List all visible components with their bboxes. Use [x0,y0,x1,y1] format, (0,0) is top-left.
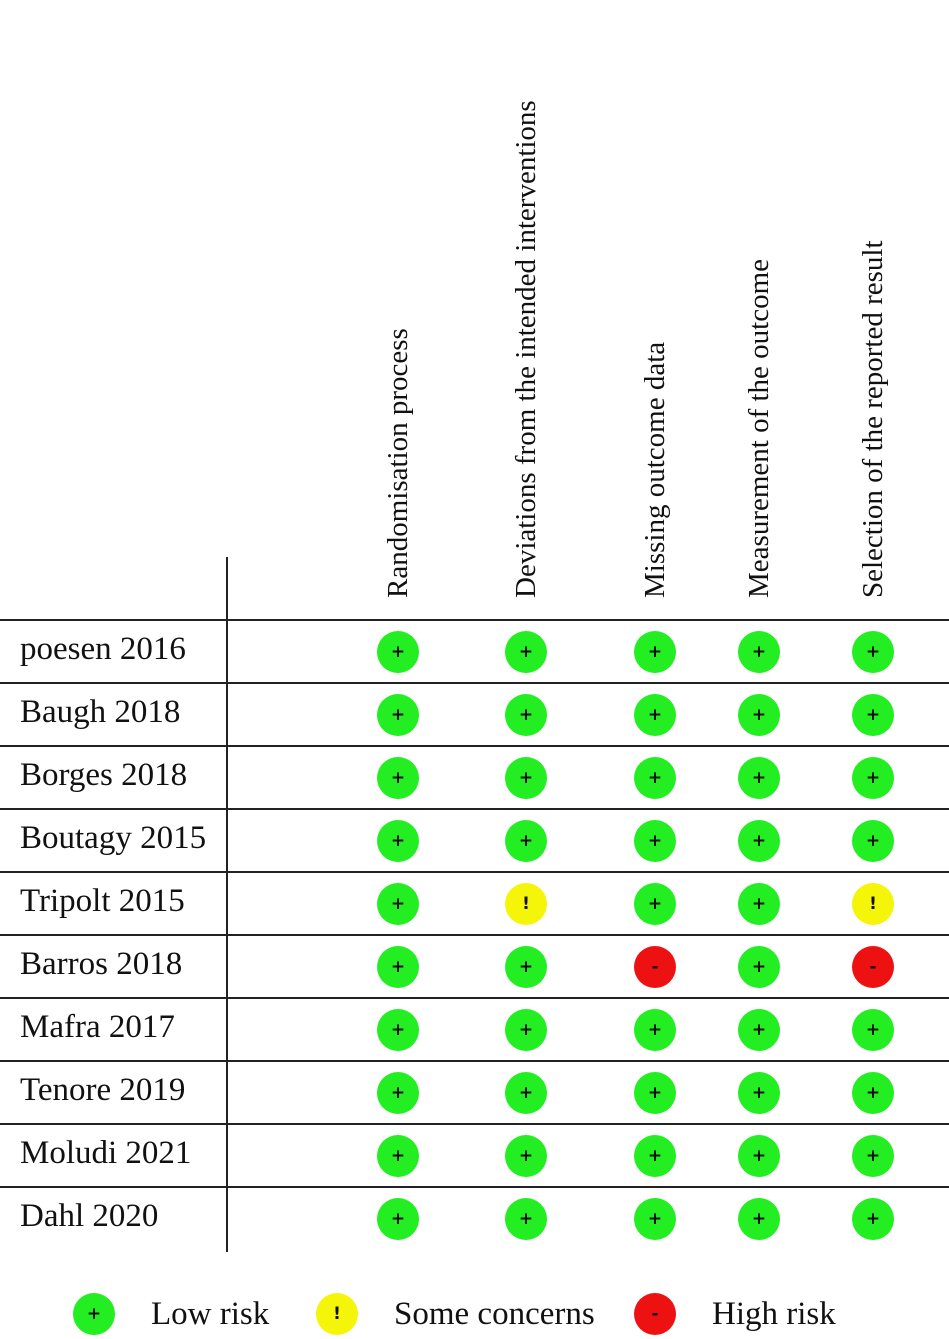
risk-dot-low: + [738,819,780,862]
risk-dot-low: + [852,630,894,673]
legend-label: Low risk [151,1295,270,1332]
risk-dot-low: + [377,1197,419,1240]
domain-header: Measurement of the outcome [742,0,776,600]
risk-dot-low: + [505,1071,547,1114]
row-divider [0,1186,949,1188]
risk-dot-low: + [852,1197,894,1240]
risk-dot-low: + [852,693,894,736]
legend-item-some: ! Some concerns [316,1293,595,1335]
risk-dot-low: + [377,819,419,862]
legend-dot: ! [316,1293,358,1335]
risk-dot-low: + [377,756,419,799]
study-label: Dahl 2020 [20,1197,159,1234]
risk-dot-low: + [377,1134,419,1177]
row-divider [0,619,949,621]
risk-dot-some: ! [505,882,547,925]
risk-dot-low: + [377,630,419,673]
risk-dot-low: + [852,1008,894,1051]
risk-dot-low: + [377,693,419,736]
row-divider [0,745,949,747]
domain-header: Deviations from the intended interventio… [509,0,543,600]
row-divider [0,1123,949,1125]
risk-dot-low: + [634,882,676,925]
risk-dot-low: + [634,1197,676,1240]
risk-dot-low: + [852,819,894,862]
domain-label: Randomisation process [382,328,414,598]
row-divider [0,997,949,999]
study-label: poesen 2016 [20,630,186,667]
risk-dot-low: + [505,693,547,736]
row-divider [0,682,949,684]
domain-header: Randomisation process [381,0,415,600]
study-label: Moludi 2021 [20,1134,192,1171]
risk-dot-low: + [377,1008,419,1051]
risk-dot-low: + [505,945,547,988]
study-label: Barros 2018 [20,945,183,982]
risk-dot-low: + [505,1008,547,1051]
domain-header: Selection of the reported result [856,0,890,600]
risk-dot-low: + [505,756,547,799]
risk-dot-low: + [634,1008,676,1051]
row-divider [0,1060,949,1062]
risk-dot-low: + [738,1197,780,1240]
risk-dot-low: + [634,756,676,799]
risk-dot-low: + [738,1134,780,1177]
study-label: Tripolt 2015 [20,882,185,919]
row-divider [0,934,949,936]
risk-dot-low: + [852,1071,894,1114]
domain-label: Deviations from the intended interventio… [510,100,542,598]
risk-dot-low: + [505,1197,547,1240]
study-label: Tenore 2019 [20,1071,186,1108]
risk-dot-low: + [634,630,676,673]
domain-label: Missing outcome data [639,341,671,598]
risk-dot-low: + [738,945,780,988]
risk-dot-some: ! [852,882,894,925]
study-label: Baugh 2018 [20,693,181,730]
legend-label: High risk [712,1295,836,1332]
risk-dot-low: + [738,756,780,799]
risk-dot-low: + [738,1071,780,1114]
risk-dot-low: + [634,819,676,862]
risk-dot-low: + [634,1134,676,1177]
legend-item-low: + Low risk [73,1293,269,1335]
risk-dot-high: - [852,945,894,988]
legend-label: Some concerns [394,1295,595,1332]
legend-item-high: - High risk [634,1293,836,1335]
risk-dot-low: + [377,1071,419,1114]
study-label: Borges 2018 [20,756,188,793]
risk-dot-low: + [738,882,780,925]
risk-dot-low: + [738,1008,780,1051]
risk-dot-low: + [505,1134,547,1177]
risk-dot-low: + [634,1071,676,1114]
risk-dot-low: + [852,756,894,799]
row-divider [0,808,949,810]
risk-dot-low: + [377,882,419,925]
risk-dot-low: + [505,630,547,673]
study-label: Boutagy 2015 [20,819,207,856]
domain-label: Selection of the reported result [857,240,889,598]
risk-dot-high: - [634,945,676,988]
study-label: Mafra 2017 [20,1008,175,1045]
legend-dot: + [73,1293,115,1335]
study-column-divider [226,557,228,1252]
risk-dot-low: + [377,945,419,988]
risk-dot-low: + [738,630,780,673]
domain-label: Measurement of the outcome [743,258,775,598]
risk-dot-low: + [852,1134,894,1177]
row-divider [0,871,949,873]
legend-dot: - [634,1293,676,1335]
risk-dot-low: + [634,693,676,736]
domain-header: Missing outcome data [638,0,672,600]
risk-dot-low: + [738,693,780,736]
risk-dot-low: + [505,819,547,862]
